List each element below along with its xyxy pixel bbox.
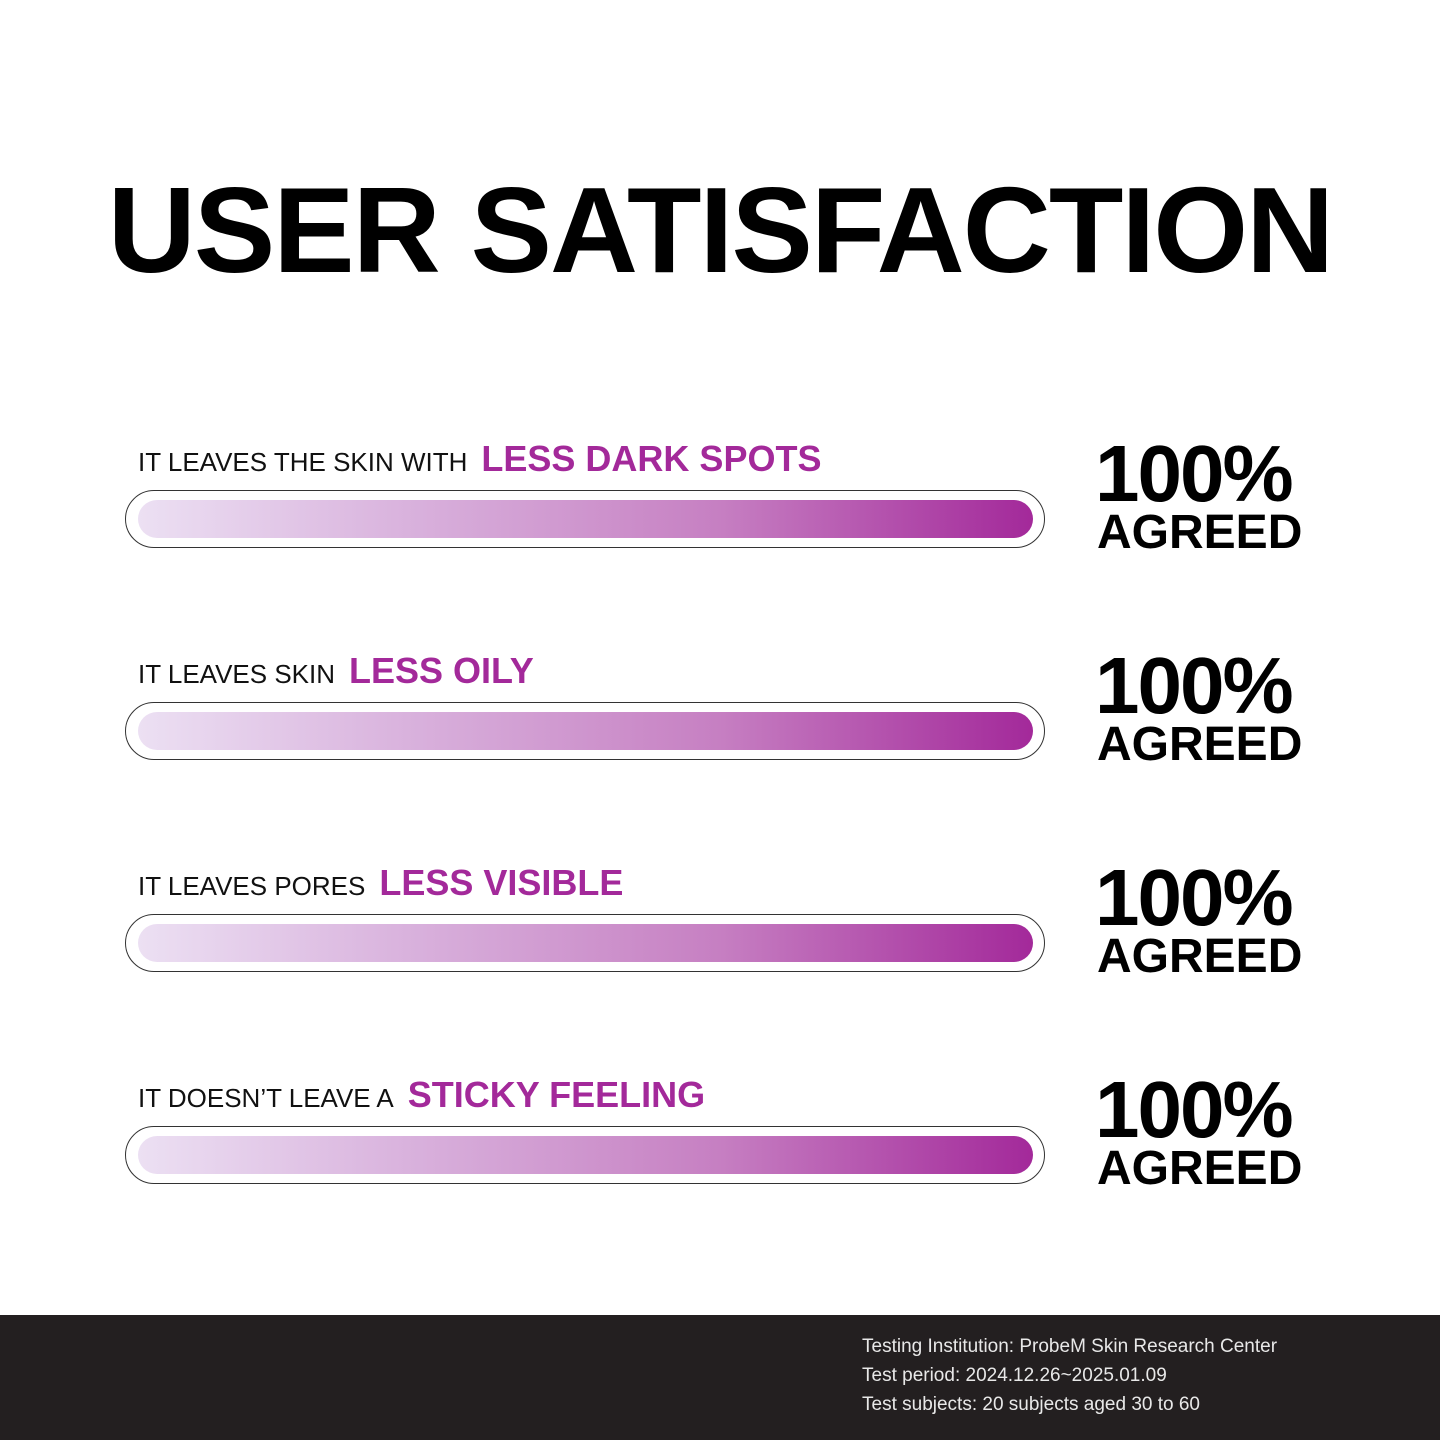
chart-row: IT LEAVES SKIN LESS OILY 100% AGREED bbox=[0, 646, 1440, 842]
value-label: 100% bbox=[1095, 853, 1294, 942]
bar-track bbox=[125, 1126, 1045, 1184]
footer-period: Test period: 2024.12.26~2025.01.09 bbox=[862, 1365, 1167, 1386]
agreed-label: AGREED bbox=[1097, 718, 1303, 771]
label-highlight: LESS VISIBLE bbox=[379, 862, 624, 903]
bar-fill bbox=[138, 712, 1033, 750]
chart-row: IT LEAVES PORES LESS VISIBLE 100% AGREED bbox=[0, 858, 1440, 1054]
bar-fill bbox=[138, 1136, 1033, 1174]
value-label: 100% bbox=[1095, 1065, 1294, 1154]
bar-track bbox=[125, 702, 1045, 760]
value-label: 100% bbox=[1095, 641, 1294, 730]
chart-row: IT LEAVES THE SKIN WITH LESS DARK SPOTS 10… bbox=[0, 434, 1440, 630]
row-label: IT DOESN’T LEAVE A STICKY FEELING bbox=[138, 1074, 706, 1116]
chart-row: IT DOESN’T LEAVE A STICKY FEELING 100% AGRE… bbox=[0, 1070, 1440, 1266]
label-prefix: IT LEAVES SKIN bbox=[138, 659, 336, 689]
label-highlight: STICKY FEELING bbox=[407, 1074, 706, 1115]
label-prefix: IT LEAVES THE SKIN WITH bbox=[138, 447, 468, 477]
label-prefix: IT LEAVES PORES bbox=[138, 871, 366, 901]
value-label: 100% bbox=[1095, 429, 1294, 518]
label-highlight: LESS OILY bbox=[349, 650, 534, 691]
agreed-label: AGREED bbox=[1097, 1142, 1303, 1195]
row-label: IT LEAVES THE SKIN WITH LESS DARK SPOTS bbox=[138, 438, 822, 480]
row-label: IT LEAVES SKIN LESS OILY bbox=[138, 650, 534, 692]
agreed-label: AGREED bbox=[1097, 506, 1303, 559]
footer-institution: Testing Institution: ProbeM Skin Researc… bbox=[862, 1336, 1278, 1357]
bar-fill bbox=[138, 500, 1033, 538]
bar-track bbox=[125, 914, 1045, 972]
label-prefix: IT DOESN’T LEAVE A bbox=[138, 1083, 394, 1113]
footer-subjects: Test subjects: 20 subjects aged 30 to 60 bbox=[862, 1394, 1200, 1415]
bar-track bbox=[125, 490, 1045, 548]
label-highlight: LESS DARK SPOTS bbox=[481, 438, 822, 479]
bar-fill bbox=[138, 924, 1033, 962]
page-title: USER SATISFACTION bbox=[107, 162, 1334, 298]
footer: Testing Institution: ProbeM Skin Researc… bbox=[0, 1315, 1440, 1440]
agreed-label: AGREED bbox=[1097, 930, 1303, 983]
row-label: IT LEAVES PORES LESS VISIBLE bbox=[138, 862, 624, 904]
